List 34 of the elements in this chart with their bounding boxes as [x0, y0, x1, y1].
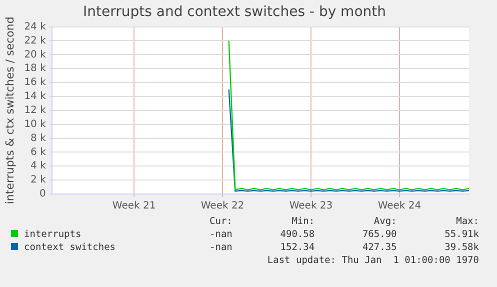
- text: 152.34: [279, 241, 316, 254]
- y-tick-label: 24 k: [24, 21, 46, 32]
- y-tick-label: 6 k: [30, 146, 46, 158]
- text: Avg:: [372, 215, 398, 228]
- legend-label: context switches: [23, 241, 117, 254]
- x-tick-label: Week 24: [378, 200, 422, 212]
- text: 427.35: [361, 241, 398, 254]
- text: -nan: [208, 241, 234, 254]
- y-tick-label: 2 k: [30, 174, 46, 186]
- text: Cur:: [208, 215, 234, 228]
- x-tick-label: Week 22: [200, 200, 244, 212]
- y-tick-label: 12 k: [24, 104, 46, 116]
- y-tick-label: 14 k: [24, 91, 46, 102]
- x-tick-label: Week 23: [289, 200, 333, 212]
- y-tick-label: 16 k: [24, 77, 46, 88]
- text: -nan: [208, 228, 234, 241]
- y-tick-label: 4 k: [30, 160, 46, 172]
- y-tick-label: 20 k: [24, 49, 46, 60]
- y-axis-title: interrupts & ctx switches / second: [3, 16, 16, 204]
- text: 490.58: [279, 228, 316, 241]
- text: 39.58k: [444, 241, 480, 254]
- y-tick-label: 22 k: [24, 35, 46, 46]
- text: Max:: [455, 215, 480, 228]
- y-tick-label: 18 k: [24, 63, 46, 74]
- legend-label: interrupts: [23, 228, 82, 241]
- y-tick-label: 8 k: [30, 132, 46, 144]
- text: Last update: Thu Jan 1 01:00:00 1970: [266, 254, 480, 267]
- text: 765.90: [361, 228, 398, 241]
- text: Min:: [290, 215, 316, 228]
- text: 55.91k: [444, 228, 480, 241]
- y-tick-label: 10 k: [24, 118, 46, 130]
- y-tick-label: 0: [40, 188, 46, 200]
- x-tick-label: Week 21: [112, 200, 156, 212]
- chart-title: Interrupts and context switches - by month: [83, 4, 386, 20]
